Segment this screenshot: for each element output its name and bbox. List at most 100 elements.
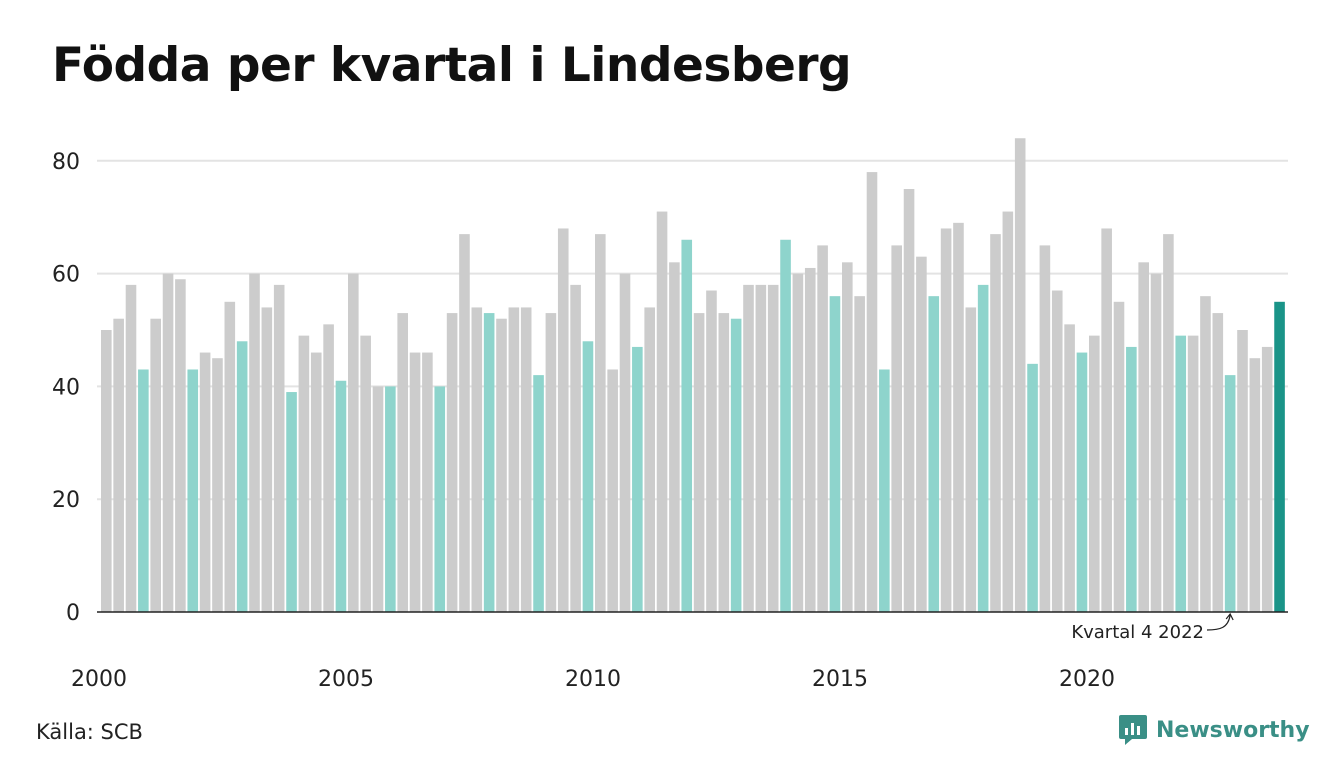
bar [632, 346, 643, 612]
bar [1249, 358, 1261, 612]
bar [1200, 296, 1211, 612]
bar [1150, 273, 1162, 612]
bar [1064, 324, 1075, 612]
bar [348, 273, 359, 612]
y-tick-label: 40 [52, 375, 80, 400]
bar [965, 307, 977, 612]
bar [286, 392, 297, 612]
x-tick-label: 2020 [1059, 667, 1115, 692]
y-tick-label: 80 [52, 150, 80, 175]
bar [310, 352, 322, 612]
bar [162, 273, 174, 612]
bar [804, 267, 816, 612]
bar [1076, 352, 1088, 612]
bar [335, 380, 347, 612]
x-tick-label: 2010 [565, 667, 621, 692]
bar [953, 222, 964, 612]
bar [570, 284, 581, 612]
bar [842, 262, 853, 612]
bar [1224, 375, 1236, 612]
bar [508, 307, 520, 612]
bar [656, 211, 668, 612]
bar [1261, 346, 1273, 612]
bar [1187, 335, 1199, 612]
bar [298, 335, 310, 612]
newsworthy-logo-icon [1119, 715, 1147, 745]
bar [767, 284, 779, 612]
bar [545, 313, 557, 612]
bar [372, 386, 384, 612]
x-tick-label: 2015 [812, 667, 868, 692]
bar [669, 262, 680, 612]
bar [1274, 301, 1285, 612]
brand-name: Newsworthy [1156, 717, 1310, 743]
bar [644, 307, 655, 612]
bar [422, 352, 433, 612]
bar [977, 284, 989, 612]
bar [224, 301, 236, 612]
y-tick-labels: 0 20 40 60 80 [52, 150, 80, 626]
bar [817, 245, 828, 612]
bar [138, 369, 149, 612]
bar [385, 386, 396, 612]
bar [940, 228, 952, 613]
bar [1002, 211, 1014, 612]
x-tick-labels: 2000 2005 2010 2015 2020 [71, 667, 1115, 692]
bar [496, 318, 507, 612]
bar [360, 335, 371, 612]
brand-logo: Newsworthy [1118, 712, 1310, 748]
source-note: Källa: SCB [36, 720, 143, 744]
bar [879, 369, 890, 612]
bar [1089, 335, 1100, 612]
bar [1101, 228, 1112, 613]
bar [1051, 290, 1063, 612]
annotation-label: Kvartal 4 2022 [1071, 622, 1204, 643]
bar [1212, 313, 1224, 612]
bar [1113, 301, 1125, 612]
bar [693, 313, 705, 612]
bar [459, 234, 470, 612]
x-tick-label: 2000 [71, 667, 127, 692]
bar [150, 318, 161, 612]
bar [261, 307, 273, 612]
bar [730, 318, 742, 612]
bar [236, 341, 248, 612]
annotation-arrow [1206, 612, 1234, 631]
bar [595, 234, 606, 612]
bar [681, 239, 693, 612]
x-tick-label: 2005 [318, 667, 374, 692]
bar [1126, 346, 1137, 612]
bar [113, 318, 124, 612]
bar [323, 324, 334, 612]
bar [743, 284, 754, 612]
bar [1175, 335, 1187, 612]
bar [916, 256, 927, 612]
bars [101, 138, 1285, 613]
bar [212, 358, 223, 612]
annotation: Kvartal 4 2022 [1071, 612, 1234, 643]
chart-title: Födda per kvartal i Lindesberg [52, 38, 852, 93]
bar [125, 284, 137, 612]
bar [175, 279, 186, 612]
bar [1163, 234, 1174, 612]
bar [990, 234, 1001, 612]
bar [409, 352, 421, 612]
bar [533, 375, 544, 612]
bar [1027, 363, 1038, 612]
bar [928, 296, 940, 612]
y-tick-label: 0 [66, 601, 80, 626]
bar [397, 313, 408, 612]
bar [866, 172, 878, 612]
y-tick-label: 20 [52, 488, 80, 513]
bar [780, 239, 791, 612]
y-tick-label: 60 [52, 263, 80, 288]
bar [1237, 330, 1248, 612]
bar [829, 296, 841, 612]
bar [520, 307, 532, 612]
bar [273, 284, 285, 612]
bar [854, 296, 865, 612]
bar [199, 352, 211, 612]
bar [607, 369, 618, 612]
bar [891, 245, 902, 612]
bar [1039, 245, 1051, 612]
